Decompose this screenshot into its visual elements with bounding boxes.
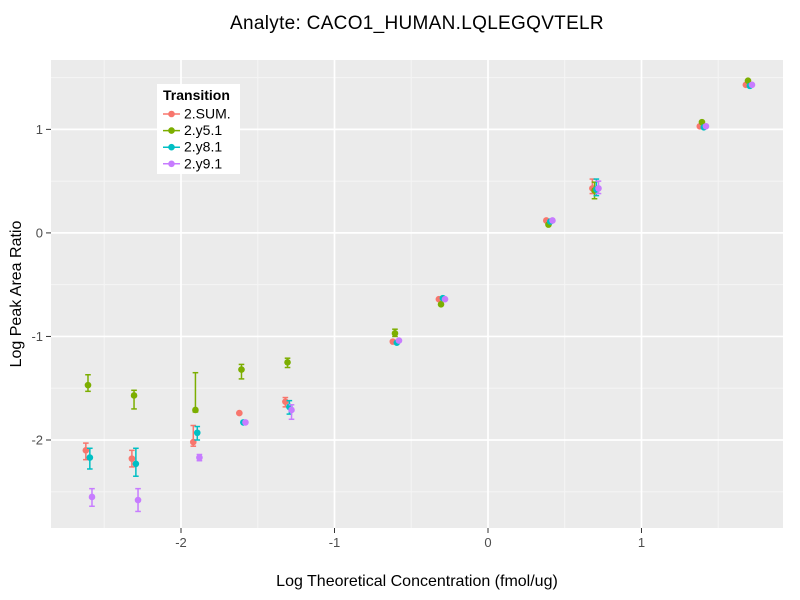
x-tick-label: -1 — [329, 535, 341, 550]
y-axis-title: Log Peak Area Ratio — [8, 220, 25, 368]
data-point — [441, 295, 449, 303]
legend-key-point — [168, 110, 175, 118]
y-tick-label: 1 — [36, 122, 43, 137]
data-point — [595, 185, 602, 192]
x-tick-label: -2 — [175, 535, 187, 550]
legend-entry-label: 2.SUM. — [184, 106, 231, 122]
data-point — [88, 493, 96, 501]
data-point — [288, 406, 295, 414]
data-point — [391, 330, 399, 337]
data-point — [395, 337, 403, 344]
data-point — [132, 460, 140, 468]
data-point — [84, 381, 92, 389]
data-point — [549, 217, 556, 224]
data-point — [748, 81, 756, 89]
data-point — [196, 454, 203, 461]
data-point — [192, 406, 199, 414]
x-tick-label: 1 — [638, 535, 645, 550]
data-point — [282, 398, 289, 405]
y-tick-label: -2 — [31, 432, 43, 447]
legend-key-point — [168, 160, 175, 168]
chart-title: Analyte: CACO1_HUMAN.LQLEGQVTELR — [230, 13, 604, 34]
data-point — [130, 392, 138, 399]
y-tick-label: -1 — [31, 329, 43, 344]
data-point — [698, 118, 706, 126]
data-point — [744, 77, 752, 85]
legend-key-point — [168, 143, 175, 151]
data-point — [134, 496, 142, 504]
data-point — [128, 455, 136, 462]
x-axis-title: Log Theoretical Concentration (fmol/ug) — [276, 573, 558, 590]
data-point — [236, 409, 243, 417]
x-tick-label: 0 — [484, 535, 491, 550]
legend-entry-label: 2.y8.1 — [184, 139, 222, 155]
legend-title: Transition — [163, 87, 230, 103]
legend-entry-label: 2.y5.1 — [184, 122, 222, 138]
data-point — [242, 419, 249, 426]
legend-entry-label: 2.y9.1 — [184, 155, 222, 171]
data-point — [193, 429, 201, 437]
legend-key-point — [168, 127, 175, 134]
data-point — [238, 366, 245, 373]
y-tick-label: 0 — [36, 225, 43, 240]
data-point — [437, 301, 445, 308]
data-point — [86, 454, 94, 461]
data-point — [284, 359, 291, 366]
data-point — [702, 122, 710, 130]
